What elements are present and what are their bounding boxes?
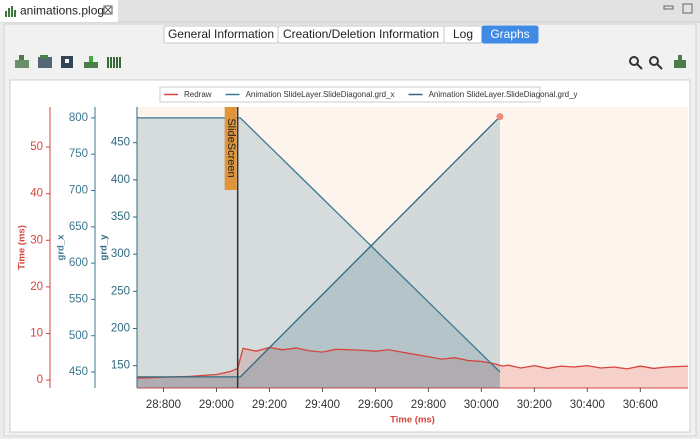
toolbar-button[interactable] bbox=[84, 56, 98, 68]
zoom-out-button[interactable] bbox=[649, 56, 663, 70]
y-tick-label: 750 bbox=[69, 148, 88, 160]
y-tick-label: 350 bbox=[111, 211, 130, 223]
view-tab-label: Creation/Deletion Information bbox=[283, 27, 439, 41]
y-tick-label: 50 bbox=[30, 141, 43, 153]
toolbar-button[interactable] bbox=[38, 55, 52, 68]
annotation-box bbox=[224, 107, 237, 190]
y-tick-label: 600 bbox=[69, 257, 88, 269]
file-icon bbox=[5, 6, 16, 17]
x-axis-title: Time (ms) bbox=[390, 415, 435, 426]
y-tick-label: 400 bbox=[111, 174, 130, 186]
x-tick-label: 29:400 bbox=[305, 399, 340, 411]
y-tick-label: 800 bbox=[69, 112, 88, 124]
y-tick-label: 30 bbox=[30, 234, 43, 246]
view-tabs: General Information Creation/Deletion Inf… bbox=[163, 25, 539, 44]
annotation-label: SlideScreen bbox=[225, 118, 237, 177]
legend-label: Animation SlideLayer.SlideDiagonal.grd_x bbox=[246, 90, 395, 99]
x-tick-label: 30:400 bbox=[570, 399, 605, 411]
y-tick-label: 500 bbox=[69, 330, 88, 342]
view-tab-label: Log bbox=[453, 27, 473, 41]
y-tick-label: 150 bbox=[111, 360, 130, 372]
editor-tab-title: animations.plog bbox=[20, 4, 104, 18]
area-fill bbox=[137, 347, 688, 388]
series-line bbox=[137, 116, 501, 378]
x-tick-label: 30:600 bbox=[623, 399, 658, 411]
editor-tab-bg bbox=[0, 0, 118, 22]
y-tick-label: 650 bbox=[69, 221, 88, 233]
toolbar-button[interactable] bbox=[674, 55, 686, 68]
y-tick-label: 10 bbox=[30, 328, 43, 340]
toolbar-button[interactable] bbox=[15, 55, 29, 68]
editor-tab-bar bbox=[0, 0, 700, 22]
toolbar bbox=[15, 55, 686, 70]
y-axis-title: grd_x bbox=[56, 234, 67, 261]
y-tick-label: 40 bbox=[30, 188, 43, 200]
legend-box bbox=[159, 86, 541, 103]
area-fill bbox=[137, 116, 500, 388]
y-axis-title: grd_y bbox=[99, 234, 110, 261]
x-tick-label: 30:200 bbox=[517, 399, 552, 411]
chart: 0 10 20 30 40 50 Time (ms) 450 500 550 600 650 700 75… bbox=[17, 90, 688, 426]
x-tick-label: 29:600 bbox=[358, 399, 393, 411]
x-tick-label: 29:200 bbox=[252, 399, 287, 411]
y-tick-label: 250 bbox=[111, 285, 130, 297]
series-line bbox=[137, 346, 688, 379]
y-tick-label: 550 bbox=[69, 293, 88, 305]
y-tick-label: 450 bbox=[111, 137, 130, 149]
x-tick-label: 29:000 bbox=[199, 399, 234, 411]
y-tick-label: 300 bbox=[111, 248, 130, 260]
view-tab[interactable] bbox=[481, 25, 539, 44]
view-tab-label: Graphs bbox=[490, 27, 529, 41]
minimize-button[interactable] bbox=[663, 5, 674, 10]
editor-tab[interactable]: animations.plog bbox=[0, 0, 118, 22]
window-controls[interactable] bbox=[663, 3, 693, 14]
zoom-in-button[interactable] bbox=[629, 56, 643, 70]
y-tick-label: 450 bbox=[69, 366, 88, 378]
y-tick-label: 200 bbox=[111, 323, 130, 335]
x-tick-label: 30:000 bbox=[464, 399, 499, 411]
x-tick-label: 28:800 bbox=[146, 399, 181, 411]
y-tick-label: 20 bbox=[30, 281, 43, 293]
close-button[interactable] bbox=[103, 5, 113, 15]
x-tick-label: 29:800 bbox=[411, 399, 446, 411]
legend-label: Redraw bbox=[184, 90, 212, 99]
end-marker bbox=[496, 113, 504, 121]
view-tab-label: General Information bbox=[168, 27, 274, 41]
y-tick-label: 700 bbox=[69, 185, 88, 197]
y-tick-label: 0 bbox=[37, 374, 43, 386]
series-line bbox=[137, 117, 501, 373]
y-axis-title: Time (ms) bbox=[17, 225, 28, 270]
toolbar-button[interactable] bbox=[61, 56, 73, 68]
toolbar-button[interactable] bbox=[107, 57, 121, 68]
legend-label: Animation SlideLayer.SlideDiagonal.grd_y bbox=[429, 90, 578, 99]
maximize-button[interactable] bbox=[682, 3, 693, 14]
